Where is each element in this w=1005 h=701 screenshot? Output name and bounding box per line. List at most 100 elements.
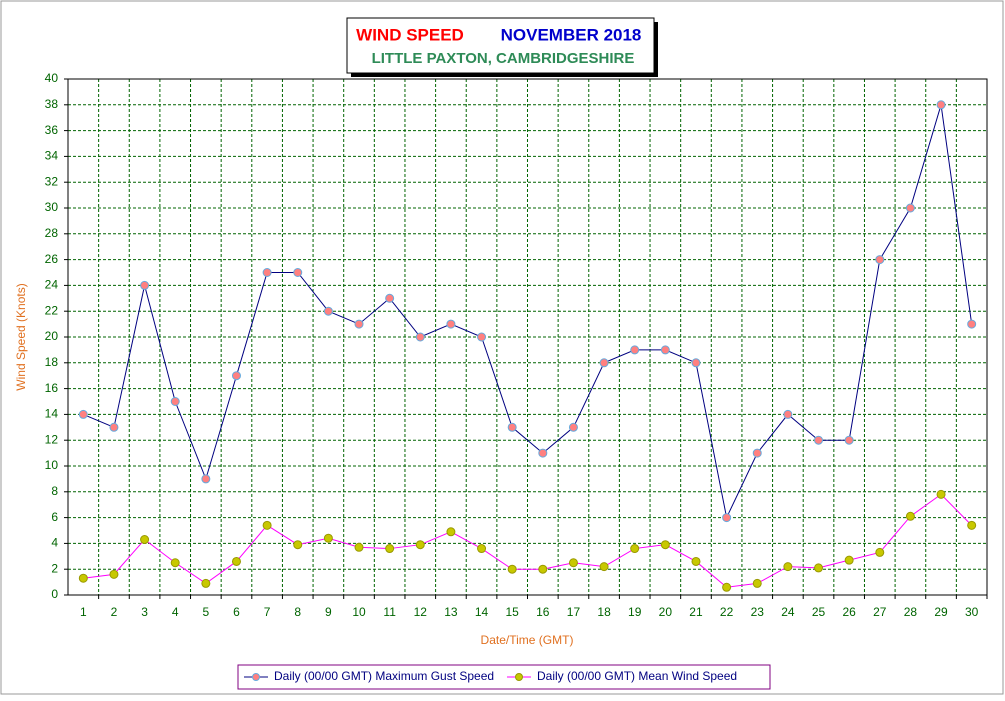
data-point [783,562,793,572]
data-point [660,345,670,355]
legend-label: Daily (00/00 GMT) Mean Wind Speed [537,669,737,683]
y-tick-label: 22 [45,303,59,317]
data-point [752,578,762,588]
x-tick-label: 22 [720,605,734,619]
x-axis-title: Date/Time (GMT) [481,633,574,647]
x-tick-label: 6 [233,605,240,619]
data-point [231,556,241,566]
data-point [385,544,395,554]
x-tick-label: 10 [352,605,366,619]
y-axis-title: Wind Speed (Knots) [14,283,28,390]
data-point [599,562,609,572]
data-point [507,564,517,574]
y-tick-label: 18 [45,355,59,369]
y-tick-label: 6 [51,510,58,524]
data-point [446,527,456,537]
y-tick-label: 26 [45,252,59,266]
y-tick-label: 20 [45,329,59,343]
x-tick-label: 17 [567,605,581,619]
x-tick-label: 13 [444,605,458,619]
series-line [83,104,973,520]
chart-subtitle: LITTLE PAXTON, CAMBRIDGESHIRE [372,50,635,67]
data-point [722,513,732,523]
data-point [201,578,211,588]
data-point [140,535,150,545]
x-tick-label: 9 [325,605,332,619]
x-tick-label: 30 [965,605,979,619]
data-point [354,542,364,552]
data-point [905,511,915,521]
data-point [691,358,701,368]
data-point [323,533,333,543]
data-point [752,448,762,458]
x-tick-label: 2 [111,605,118,619]
legend-marker [515,673,523,681]
y-tick-label: 2 [51,561,58,575]
data-point [446,319,456,329]
y-tick-label: 36 [45,123,59,137]
data-point [691,556,701,566]
data-point [568,422,578,432]
data-point [875,255,885,265]
data-point [354,319,364,329]
x-tick-label: 1 [80,605,87,619]
y-tick-label: 8 [51,484,58,498]
data-point [78,573,88,583]
data-point [722,582,732,592]
data-point [844,555,854,565]
data-point [630,544,640,554]
data-point [170,397,180,406]
x-tick-label: 20 [659,605,673,619]
chart-title-period: NOVEMBER 2018 [501,25,642,44]
data-point [293,540,303,550]
data-point [783,409,793,419]
x-tick-label: 23 [751,605,765,619]
x-tick-label: 21 [689,605,703,619]
data-point [599,358,609,368]
data-point [477,332,487,342]
data-point [385,293,395,303]
legend-marker [252,673,260,681]
legend-box [237,664,771,690]
series-line [83,493,973,588]
data-point [109,569,119,579]
y-tick-label: 12 [45,432,59,446]
x-tick-label: 29 [934,605,948,619]
data-point [262,520,272,530]
x-tick-label: 12 [414,605,428,619]
x-tick-label: 14 [475,605,489,619]
x-tick-label: 15 [506,605,520,619]
x-tick-label: 8 [294,605,301,619]
data-point [477,544,487,554]
data-point [231,371,241,381]
y-tick-label: 30 [45,200,59,214]
data-point [936,100,946,110]
x-tick-label: 7 [264,605,271,619]
data-point [140,280,150,290]
title-box [346,17,655,74]
y-tick-label: 0 [51,587,58,601]
data-point [967,520,977,530]
data-point [660,540,670,550]
data-point [170,558,180,568]
data-point [844,435,854,445]
data-point [323,306,333,316]
x-tick-label: 24 [781,605,795,619]
x-tick-label: 4 [172,605,179,619]
y-tick-label: 4 [51,536,58,550]
y-tick-label: 16 [45,381,59,395]
y-tick-label: 34 [45,149,59,163]
x-tick-label: 27 [873,605,887,619]
y-tick-label: 10 [45,458,59,472]
data-point [201,474,211,484]
data-point [538,448,548,458]
y-tick-label: 14 [45,407,59,421]
x-tick-label: 11 [383,605,396,619]
data-point [538,564,548,574]
y-tick-label: 40 [45,71,59,85]
x-tick-label: 19 [628,605,642,619]
x-tick-label: 25 [812,605,826,619]
